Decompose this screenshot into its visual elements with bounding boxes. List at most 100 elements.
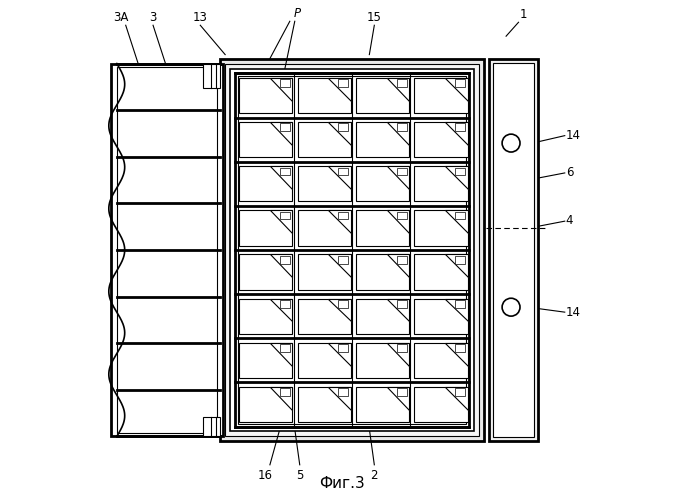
- Bar: [235, 74, 469, 426]
- Bar: [415, 210, 468, 246]
- Polygon shape: [328, 387, 351, 409]
- Polygon shape: [445, 122, 468, 145]
- Bar: [415, 122, 468, 158]
- Bar: [239, 387, 292, 422]
- Bar: [225, 64, 479, 436]
- Polygon shape: [387, 342, 409, 365]
- Bar: [239, 166, 292, 202]
- Bar: [280, 124, 290, 131]
- Polygon shape: [387, 122, 409, 145]
- Polygon shape: [445, 342, 468, 365]
- Bar: [456, 80, 465, 87]
- Polygon shape: [387, 387, 409, 409]
- Bar: [456, 168, 465, 175]
- Bar: [339, 124, 348, 131]
- Bar: [415, 298, 468, 334]
- Bar: [117, 66, 218, 434]
- Bar: [456, 212, 465, 220]
- Bar: [356, 210, 409, 246]
- Polygon shape: [387, 78, 409, 101]
- Bar: [298, 210, 351, 246]
- Polygon shape: [328, 298, 351, 322]
- Bar: [202, 64, 220, 88]
- Bar: [339, 388, 348, 396]
- Text: Р: Р: [293, 7, 301, 20]
- Bar: [339, 256, 348, 264]
- Bar: [239, 342, 292, 378]
- Polygon shape: [270, 387, 292, 409]
- Text: Фиг.3: Фиг.3: [319, 476, 365, 491]
- Polygon shape: [387, 210, 409, 233]
- Polygon shape: [328, 122, 351, 145]
- Bar: [415, 254, 468, 290]
- Bar: [397, 124, 407, 131]
- Polygon shape: [328, 78, 351, 101]
- Bar: [339, 168, 348, 175]
- Bar: [397, 388, 407, 396]
- Polygon shape: [445, 387, 468, 409]
- Bar: [397, 344, 407, 352]
- Text: 3А: 3А: [113, 11, 129, 24]
- Text: 2: 2: [371, 469, 378, 482]
- Text: 15: 15: [367, 11, 382, 24]
- Bar: [492, 62, 534, 438]
- Bar: [298, 342, 351, 378]
- Bar: [202, 416, 220, 436]
- Bar: [356, 122, 409, 158]
- Bar: [415, 342, 468, 378]
- Bar: [356, 254, 409, 290]
- Polygon shape: [445, 298, 468, 322]
- Bar: [298, 166, 351, 202]
- Bar: [220, 58, 484, 442]
- Text: 13: 13: [193, 11, 208, 24]
- Bar: [339, 300, 348, 308]
- Bar: [280, 256, 290, 264]
- Polygon shape: [328, 254, 351, 278]
- Bar: [456, 124, 465, 131]
- Polygon shape: [445, 254, 468, 278]
- Text: 3: 3: [149, 11, 157, 24]
- Bar: [488, 58, 538, 442]
- Bar: [280, 388, 290, 396]
- Bar: [356, 166, 409, 202]
- Bar: [356, 387, 409, 422]
- Text: 1: 1: [520, 8, 527, 22]
- Bar: [298, 298, 351, 334]
- Bar: [298, 78, 351, 113]
- Bar: [456, 256, 465, 264]
- Polygon shape: [387, 254, 409, 278]
- Polygon shape: [270, 122, 292, 145]
- Bar: [280, 300, 290, 308]
- Bar: [298, 254, 351, 290]
- Bar: [239, 298, 292, 334]
- Polygon shape: [270, 254, 292, 278]
- Circle shape: [502, 134, 520, 152]
- Bar: [456, 344, 465, 352]
- Text: 5: 5: [296, 469, 304, 482]
- Text: 14: 14: [566, 306, 581, 318]
- Polygon shape: [387, 298, 409, 322]
- Polygon shape: [445, 78, 468, 101]
- Bar: [415, 387, 468, 422]
- Bar: [280, 80, 290, 87]
- Bar: [280, 212, 290, 220]
- Circle shape: [502, 298, 520, 316]
- Bar: [397, 300, 407, 308]
- Text: 16: 16: [257, 469, 272, 482]
- Polygon shape: [445, 166, 468, 189]
- Bar: [415, 166, 468, 202]
- Bar: [239, 210, 292, 246]
- Bar: [415, 78, 468, 113]
- Bar: [230, 68, 474, 432]
- Bar: [298, 387, 351, 422]
- Bar: [356, 298, 409, 334]
- Bar: [339, 80, 348, 87]
- Bar: [298, 122, 351, 158]
- Bar: [456, 388, 465, 396]
- Polygon shape: [270, 298, 292, 322]
- Polygon shape: [387, 166, 409, 189]
- Polygon shape: [445, 210, 468, 233]
- Bar: [397, 256, 407, 264]
- Bar: [280, 168, 290, 175]
- Polygon shape: [270, 78, 292, 101]
